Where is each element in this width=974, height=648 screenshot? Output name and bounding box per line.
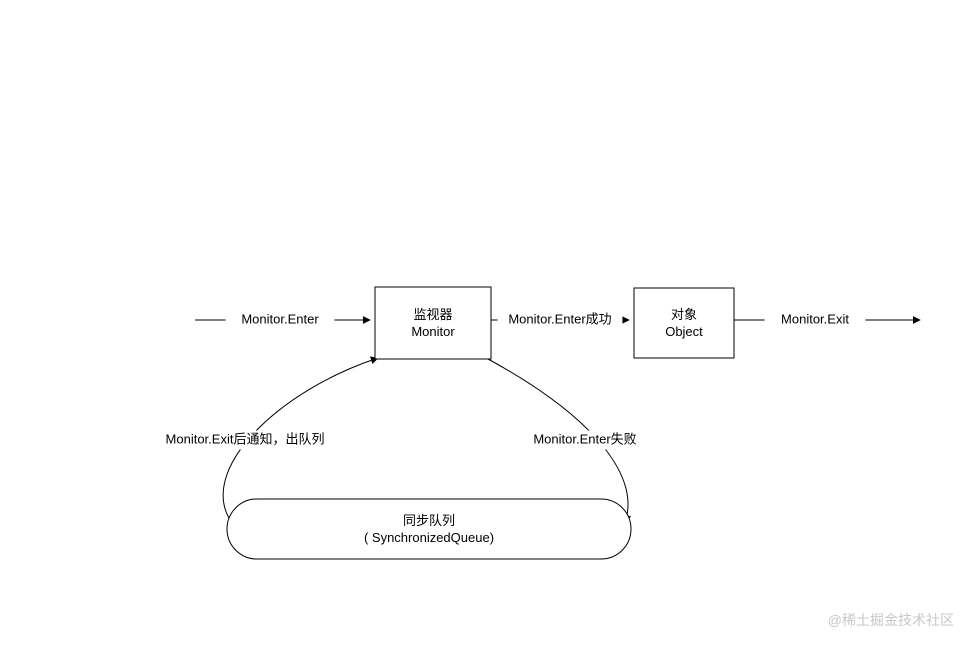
svg-text:( SynchronizedQueue): ( SynchronizedQueue) xyxy=(364,530,494,545)
svg-text:对象: 对象 xyxy=(671,307,697,322)
node-monitor: 监视器 Monitor xyxy=(375,287,491,359)
edge-e4: Monitor.Enter失败 xyxy=(488,359,647,522)
node-object: 对象 Object xyxy=(634,288,734,358)
svg-text:Monitor: Monitor xyxy=(411,324,455,339)
edge-e2: Monitor.Enter成功 xyxy=(491,311,629,330)
node-queue: 同步队列 ( SynchronizedQueue) xyxy=(227,499,631,559)
edge-e1: Monitor.Enter xyxy=(195,311,370,330)
svg-text:Monitor.Exit后通知，出队列: Monitor.Exit后通知，出队列 xyxy=(166,431,325,446)
svg-text:Monitor.Enter成功: Monitor.Enter成功 xyxy=(508,311,611,326)
svg-text:Monitor.Enter: Monitor.Enter xyxy=(241,311,319,326)
svg-text:同步队列: 同步队列 xyxy=(403,513,455,528)
svg-text:监视器: 监视器 xyxy=(413,307,452,322)
watermark-text: @稀土掘金技术社区 xyxy=(828,610,954,630)
flowchart-diagram: Monitor.Enter Monitor.Enter成功 Monitor.Exit… xyxy=(0,0,974,648)
svg-text:Monitor.Exit: Monitor.Exit xyxy=(781,311,849,326)
svg-text:Object: Object xyxy=(665,324,703,339)
edge-e3: Monitor.Exit xyxy=(734,311,920,330)
edge-e5: Monitor.Exit后通知，出队列 xyxy=(166,358,378,523)
svg-text:Monitor.Enter失败: Monitor.Enter失败 xyxy=(533,431,636,446)
